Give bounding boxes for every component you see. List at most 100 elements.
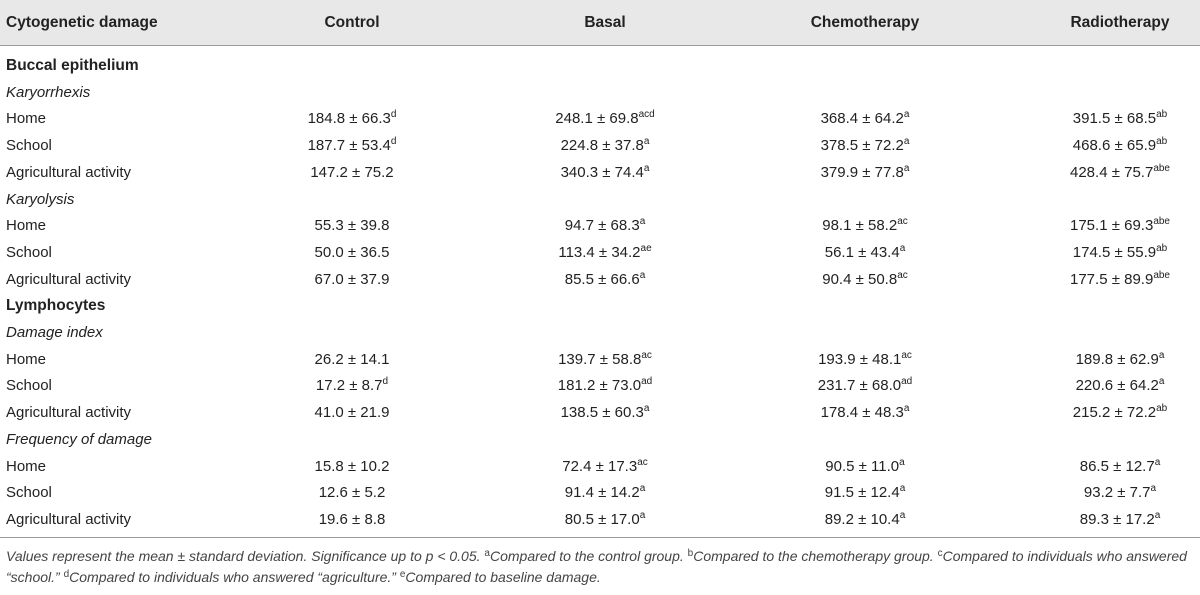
significance-marker: d — [390, 109, 397, 121]
section-label: Buccal epithelium — [6, 57, 139, 74]
value-cell: 139.7 ± 58.8ac — [500, 347, 710, 373]
significance-marker: ab — [1156, 403, 1168, 415]
cell-value: 220.6 ± 64.2 — [1075, 377, 1159, 395]
row-label: Home — [6, 110, 47, 128]
footnote-mark: e — [399, 569, 406, 580]
cell-value: 177.5 ± 89.9 — [1070, 270, 1154, 288]
significance-marker: a — [1154, 509, 1161, 521]
table-row: Agricultural activity 147.2 ± 75.2 340.3 ±… — [0, 160, 1200, 186]
significance-marker: a — [903, 403, 910, 415]
footnote-text: Compared to baseline damage. — [405, 569, 601, 585]
header-control: Control — [324, 14, 380, 31]
significance-marker: ab — [1156, 109, 1168, 121]
value-cell: 93.2 ± 7.7a — [1015, 480, 1200, 506]
cell-value: 91.5 ± 12.4 — [824, 484, 900, 502]
significance-marker: d — [390, 136, 397, 148]
value-cell: 174.5 ± 55.9ab — [1015, 240, 1200, 266]
header-band — [0, 0, 1200, 45]
value-cell: 231.7 ± 68.0ad — [760, 373, 970, 399]
cell-value: 231.7 ± 68.0 — [817, 377, 902, 395]
significance-marker: a — [639, 269, 646, 281]
cell-value: 391.5 ± 68.5 — [1072, 110, 1157, 128]
significance-marker: a — [639, 483, 646, 495]
cell-value: 93.2 ± 7.7 — [1083, 484, 1151, 502]
section-row: Buccal epithelium — [0, 53, 1200, 79]
header-chemotherapy: Chemotherapy — [810, 14, 920, 31]
cell-value: 187.7 ± 53.4 — [307, 137, 391, 155]
significance-marker: a — [899, 242, 906, 254]
cell-value: 15.8 ± 10.2 — [314, 457, 390, 475]
footnote-mark: b — [687, 548, 694, 559]
cell-value: 178.4 ± 48.3 — [820, 404, 904, 422]
significance-marker: ab — [1156, 242, 1168, 254]
value-cell: 67.0 ± 37.9 — [252, 267, 452, 293]
cell-value: 67.0 ± 37.9 — [314, 270, 390, 288]
table-row: Home 26.2 ± 14.1 139.7 ± 58.8ac 193.9 ± 48.… — [0, 347, 1200, 373]
value-cell: 187.7 ± 53.4d — [252, 133, 452, 159]
value-cell: 468.6 ± 65.9ab — [1015, 133, 1200, 159]
subsection-label: Frequency of damage — [6, 430, 152, 448]
cell-value: 340.3 ± 74.4 — [560, 163, 644, 181]
cell-value: 80.5 ± 17.0 — [564, 510, 640, 528]
cell-value: 113.4 ± 34.2 — [558, 243, 641, 261]
value-cell: 94.7 ± 68.3a — [500, 213, 710, 239]
significance-marker: a — [903, 109, 910, 121]
footnote-mark: c — [937, 548, 943, 559]
value-cell: 72.4 ± 17.3ac — [500, 454, 710, 480]
subsection-row: Karyolysis — [0, 187, 1200, 213]
row-label: School — [6, 243, 52, 261]
value-cell: 189.8 ± 62.9a — [1015, 347, 1200, 373]
cell-value: 41.0 ± 21.9 — [314, 404, 390, 422]
cell-value: 378.5 ± 72.2 — [820, 137, 904, 155]
significance-marker: a — [643, 403, 650, 415]
significance-marker: a — [899, 509, 906, 521]
row-label: Home — [6, 217, 47, 235]
cell-value: 72.4 ± 17.3 — [562, 457, 638, 475]
cell-value: 379.9 ± 77.8 — [820, 163, 904, 181]
cell-value: 94.7 ± 68.3 — [564, 217, 640, 235]
value-cell: 85.5 ± 66.6a — [500, 267, 710, 293]
value-cell: 19.6 ± 8.8 — [252, 507, 452, 533]
cell-value: 90.5 ± 11.0 — [825, 457, 900, 475]
footnote-mark: a — [484, 548, 490, 559]
value-cell: 91.4 ± 14.2a — [500, 480, 710, 506]
row-label: Home — [6, 457, 47, 475]
significance-marker: a — [1150, 483, 1157, 495]
value-cell: 391.5 ± 68.5ab — [1015, 106, 1200, 132]
value-cell: 41.0 ± 21.9 — [252, 400, 452, 426]
header-rule — [0, 45, 1200, 46]
table-row: School 187.7 ± 53.4d 224.8 ± 37.8a 378.5 ± … — [0, 133, 1200, 159]
significance-marker: ac — [897, 216, 908, 228]
cell-value: 17.2 ± 8.7 — [315, 377, 383, 395]
value-cell: 50.0 ± 36.5 — [252, 240, 452, 266]
cell-value: 89.3 ± 17.2 — [1079, 510, 1155, 528]
value-cell: 178.4 ± 48.3a — [760, 400, 970, 426]
subsection-label: Karyorrhexis — [6, 83, 91, 101]
significance-marker: ac — [901, 349, 912, 361]
significance-marker: ae — [640, 242, 652, 254]
row-label: Agricultural activity — [6, 163, 132, 181]
significance-marker: ac — [641, 349, 652, 361]
significance-marker: a — [899, 483, 906, 495]
significance-marker: a — [899, 456, 905, 468]
header-basal: Basal — [584, 14, 626, 31]
significance-marker: a — [643, 136, 650, 148]
value-cell: 86.5 ± 12.7a — [1015, 454, 1200, 480]
significance-marker: a — [903, 136, 910, 148]
value-cell: 220.6 ± 64.2a — [1015, 373, 1200, 399]
footnote-text: Compared to the control group. — [489, 548, 684, 564]
value-cell: 224.8 ± 37.8a — [500, 133, 710, 159]
value-cell: 368.4 ± 64.2a — [760, 106, 970, 132]
value-cell: 177.5 ± 89.9abe — [1015, 267, 1200, 293]
header-cytogenetic-damage: Cytogenetic damage — [6, 14, 158, 31]
bottom-rule — [0, 537, 1200, 538]
significance-marker: ac — [637, 456, 648, 468]
cell-value: 90.4 ± 50.8 — [822, 270, 898, 288]
section-label: Lymphocytes — [6, 297, 106, 315]
cell-value: 138.5 ± 60.3 — [560, 404, 644, 422]
cell-value: 175.1 ± 69.3 — [1070, 217, 1154, 235]
cell-value: 215.2 ± 72.2 — [1072, 404, 1157, 422]
cell-value: 98.1 ± 58.2 — [822, 217, 898, 235]
value-cell: 17.2 ± 8.7d — [252, 373, 452, 399]
value-cell: 378.5 ± 72.2a — [760, 133, 970, 159]
